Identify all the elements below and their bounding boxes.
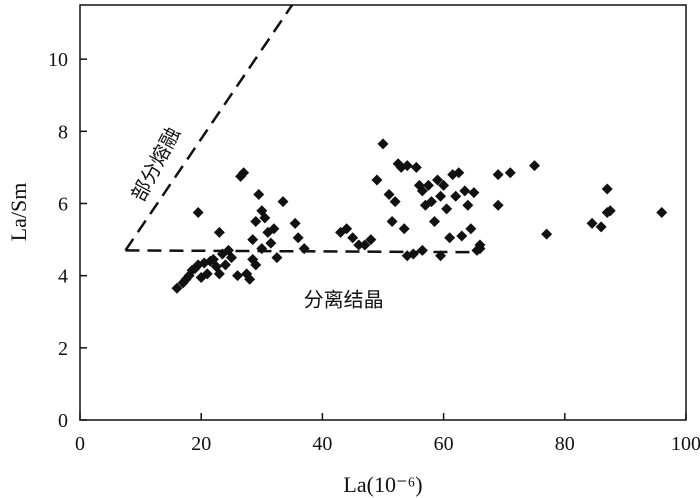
data-point (435, 190, 447, 202)
data-point (268, 223, 280, 235)
data-point (459, 185, 471, 197)
data-point (259, 212, 271, 224)
y-tick-label: 8 (58, 121, 68, 143)
data-point (425, 196, 437, 208)
data-point (226, 252, 237, 264)
data-point (450, 190, 462, 202)
data-point (586, 217, 598, 229)
data-point (238, 167, 250, 179)
data-point (386, 216, 398, 228)
data-point (277, 196, 289, 208)
data-point (192, 207, 204, 218)
reference-lines (124, 4, 474, 254)
data-point (401, 160, 413, 172)
plot-frame (79, 4, 687, 421)
y-axis-ticks: 0 2 4 6 8 10 (48, 49, 87, 432)
data-point (247, 234, 259, 246)
data-point (347, 232, 359, 244)
y-tick-label: 6 (58, 193, 68, 215)
data-point (595, 221, 607, 233)
data-point (492, 169, 504, 181)
x-tick-label: 0 (75, 433, 85, 455)
x-tick-label: 80 (555, 433, 575, 455)
y-axis-label: La/Sm (6, 183, 31, 242)
data-point (292, 232, 304, 244)
y-tick-label: 0 (58, 410, 68, 432)
data-point (371, 174, 383, 186)
x-tick-label: 60 (434, 433, 454, 455)
data-point (504, 167, 516, 179)
data-point (219, 259, 231, 271)
data-point (604, 205, 616, 217)
data-point (253, 188, 265, 200)
data-point (432, 174, 444, 186)
data-point (465, 223, 477, 235)
fractional-crystallization-trend-line (125, 249, 474, 254)
data-point (444, 232, 456, 244)
data-point (341, 223, 353, 235)
x-tick-label: 20 (191, 433, 211, 455)
data-point (171, 282, 183, 294)
annotation-partial-melting: 部分熔融 (126, 123, 185, 205)
data-point (201, 268, 213, 280)
data-point (529, 160, 540, 172)
data-point (453, 167, 465, 179)
data-point (353, 239, 365, 251)
data-point (422, 179, 434, 191)
x-axis-label: La(10⁻⁶) (343, 472, 422, 497)
data-points (171, 138, 668, 294)
data-point (213, 268, 225, 280)
data-point (541, 228, 553, 240)
data-point (271, 252, 283, 264)
data-point (462, 199, 474, 211)
data-point (438, 179, 450, 191)
x-tick-label: 100 (671, 433, 700, 455)
data-point (383, 188, 395, 200)
data-point (492, 199, 504, 211)
data-point (416, 185, 428, 197)
annotation-fractional-crystallization: 分离结晶 (304, 287, 384, 311)
data-point (398, 223, 410, 235)
data-point (213, 226, 225, 238)
data-point (359, 239, 371, 251)
data-point (250, 216, 262, 228)
data-point (468, 187, 480, 199)
data-point (656, 207, 668, 218)
x-tick-label: 40 (312, 433, 332, 455)
data-point (456, 230, 468, 242)
data-point (256, 243, 268, 255)
data-point (289, 217, 301, 229)
data-point (265, 237, 277, 249)
data-point (389, 196, 401, 208)
data-point (377, 138, 389, 150)
data-point (410, 161, 422, 173)
data-point (601, 183, 613, 195)
data-point (232, 270, 244, 282)
data-point (250, 259, 262, 271)
data-point (365, 234, 377, 246)
data-point (429, 216, 441, 228)
y-tick-label: 10 (48, 49, 68, 71)
y-tick-label: 4 (58, 266, 68, 288)
data-point (474, 243, 486, 255)
partial-melting-trend-line (124, 4, 294, 252)
data-point (441, 203, 453, 215)
x-axis-ticks: 0 20 40 60 80 100 (75, 413, 700, 455)
data-point (244, 273, 256, 285)
y-tick-label: 2 (58, 338, 68, 360)
